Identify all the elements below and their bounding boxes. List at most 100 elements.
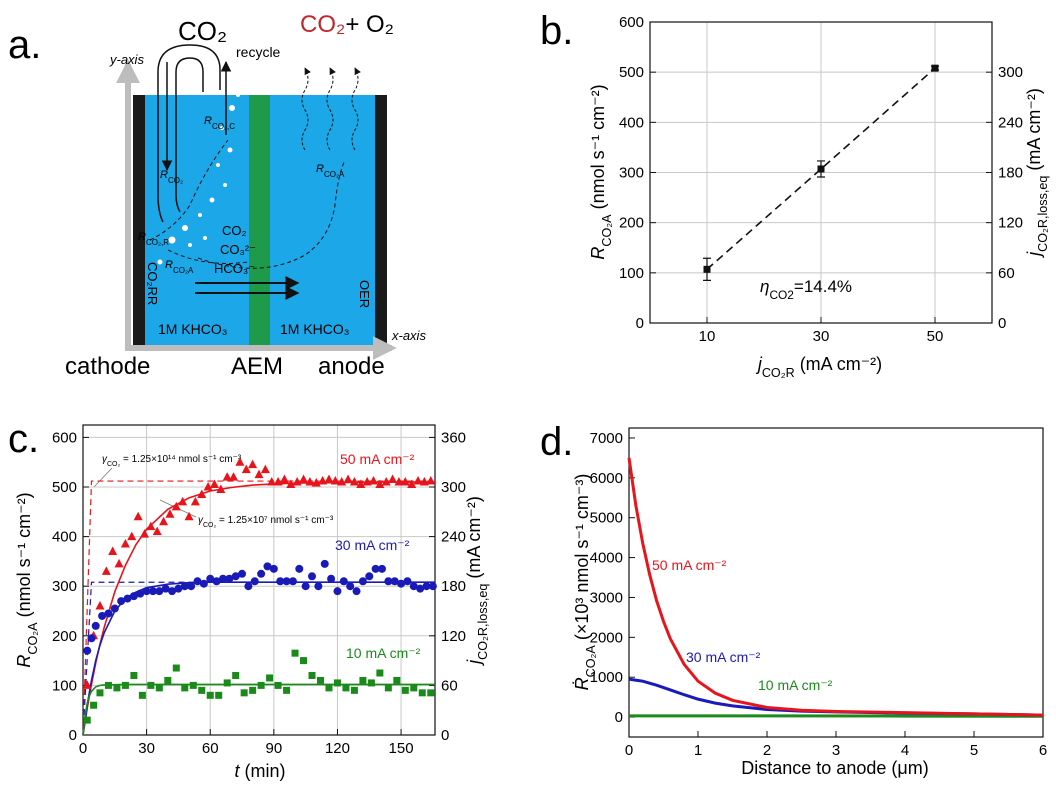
point xyxy=(333,587,342,596)
membrane-label: AEM xyxy=(231,353,283,380)
point xyxy=(232,671,240,679)
label-part: t xyxy=(234,761,240,781)
point xyxy=(123,594,132,603)
y-tick-label: 0 xyxy=(636,315,644,332)
x-tick-label: 0 xyxy=(625,742,633,759)
point xyxy=(257,681,265,689)
x-tick-label: 5 xyxy=(970,742,978,759)
point xyxy=(342,684,350,692)
point xyxy=(308,572,317,581)
point xyxy=(90,701,98,709)
point xyxy=(362,477,372,486)
point xyxy=(98,611,107,620)
point xyxy=(159,516,169,526)
label-part: (min) xyxy=(240,761,286,781)
y2-tick-label: 360 xyxy=(441,429,466,446)
point xyxy=(87,634,96,643)
point xyxy=(283,686,291,694)
label-part: CO2 xyxy=(769,288,794,302)
plot-frame xyxy=(649,21,993,324)
y2-axis-label: jCO₂R,loss,eq (mA cm⁻²) xyxy=(1024,88,1050,259)
x-axis-label: Distance to anode (μm) xyxy=(741,758,928,778)
point xyxy=(129,592,138,601)
label-part: (mA cm⁻²) xyxy=(1024,88,1044,176)
series-label: 10 mA cm⁻² xyxy=(758,677,833,693)
label-part: R xyxy=(14,655,34,668)
point xyxy=(155,684,163,692)
point xyxy=(267,477,277,486)
point xyxy=(165,509,175,518)
label-part: CO₂R,loss,eq xyxy=(476,584,490,660)
label-part: j xyxy=(755,354,763,374)
point xyxy=(401,686,409,694)
point xyxy=(308,671,316,679)
point xyxy=(295,564,304,573)
point xyxy=(413,476,423,485)
point xyxy=(198,686,206,694)
point xyxy=(817,165,825,173)
anode-label: anode xyxy=(318,353,385,380)
point xyxy=(222,472,232,481)
y-tick-label: 7000 xyxy=(590,430,623,447)
point xyxy=(337,477,347,486)
label-part: j xyxy=(464,659,484,667)
point xyxy=(168,587,177,596)
point xyxy=(171,501,181,511)
point xyxy=(161,584,170,593)
point xyxy=(248,459,258,469)
y2-tick-label: 120 xyxy=(441,628,466,645)
point xyxy=(257,569,266,578)
transport-path xyxy=(197,159,346,269)
point xyxy=(367,679,375,687)
point xyxy=(189,681,197,689)
x-tick-label: 2 xyxy=(763,742,771,759)
point xyxy=(181,684,189,692)
point xyxy=(376,669,384,677)
point xyxy=(384,684,392,692)
anode-reaction: OER xyxy=(357,280,372,308)
rate-label: RCO₂A xyxy=(316,163,345,179)
point xyxy=(114,558,124,568)
point xyxy=(142,587,151,596)
anode-plate xyxy=(375,95,387,345)
point xyxy=(164,676,172,684)
line xyxy=(627,457,1044,717)
series-label: 30 mA cm⁻² xyxy=(335,537,410,553)
label-part: (nmol s⁻¹ cm⁻²) xyxy=(588,84,608,214)
label-part: CO₂A xyxy=(600,214,614,247)
y-axis-label: RCO₂A (nmol s⁻¹ cm⁻²) xyxy=(14,492,40,667)
label-part: R xyxy=(588,247,608,260)
point xyxy=(375,479,385,489)
point xyxy=(325,684,333,692)
y2-tick-label: 300 xyxy=(998,64,1023,81)
annotation: ηCO2=14.4% xyxy=(760,277,852,302)
point xyxy=(113,684,121,692)
rate-sub: CO₂ xyxy=(168,176,183,185)
rate-sub: CO₂,C xyxy=(212,122,235,131)
point xyxy=(407,479,417,489)
point xyxy=(381,477,391,486)
transport-path xyxy=(167,249,249,264)
point xyxy=(244,582,253,591)
species-label: CO₃²⁻ xyxy=(220,242,256,257)
point xyxy=(269,564,278,573)
rate-symbol: R xyxy=(160,169,168,181)
label-part: Ṙ xyxy=(572,677,592,690)
y-tick-label: 600 xyxy=(52,429,77,446)
point xyxy=(240,689,248,697)
point xyxy=(199,579,208,588)
label-part: CO₂R,loss,eq xyxy=(1036,176,1050,252)
point xyxy=(339,577,348,586)
point xyxy=(330,476,340,485)
point xyxy=(356,479,366,489)
point xyxy=(305,477,315,486)
point xyxy=(400,477,410,486)
rate-symbol: R xyxy=(165,259,173,271)
point xyxy=(117,597,126,606)
transport-path xyxy=(149,139,229,241)
y-tick-label: 0 xyxy=(69,727,77,744)
point xyxy=(314,582,323,591)
point xyxy=(108,546,118,555)
point xyxy=(419,477,429,486)
bubbles xyxy=(157,93,240,265)
